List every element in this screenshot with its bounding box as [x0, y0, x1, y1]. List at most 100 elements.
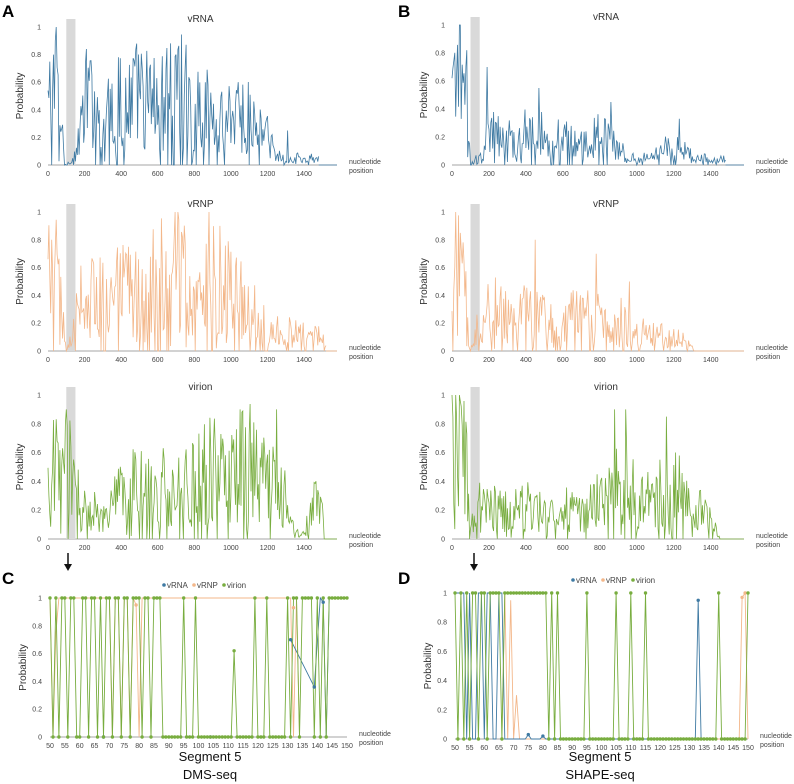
data-point-virion: [614, 591, 618, 595]
chart-a-vrnp: 0 0.2 0.4 0.6 0.8 1 0 200 400 600 800 1000 1200 1400 P…: [15, 199, 381, 364]
x-tick-label: 130: [684, 745, 696, 752]
data-point-virion: [470, 591, 475, 595]
y-tick-label: 0: [441, 163, 445, 170]
data-point-virion: [725, 737, 730, 741]
chart-title: virion: [594, 382, 618, 393]
x-tick-label: 55: [466, 745, 474, 752]
data-point-virion: [128, 735, 132, 739]
y-tick-label: 0.6: [435, 79, 445, 86]
y-tick-label: 0.4: [435, 293, 445, 300]
data-point-virion: [511, 591, 516, 595]
data-point-virion: [190, 735, 195, 739]
data-point-virion: [119, 735, 124, 739]
data-point-virion: [552, 737, 557, 741]
data-point-virion: [462, 737, 466, 741]
arrow-down-icon: [470, 553, 478, 571]
x-tick-label: 1200: [260, 171, 276, 178]
data-point-virion: [509, 591, 513, 595]
data-point-virion: [187, 735, 192, 739]
data-point-virion: [661, 737, 665, 741]
y-tick-label: 0.6: [435, 450, 445, 457]
y-tick-label: 0: [37, 537, 41, 544]
data-point-virion: [605, 737, 610, 741]
data-point-virion: [262, 735, 266, 739]
data-point-virion: [134, 596, 138, 600]
data-point-virion: [719, 737, 724, 741]
chart-a-virion: 0 0.2 0.4 0.6 0.8 1 0 200 400 600 800 1000 1200 1400 P…: [15, 382, 381, 552]
x-axis-label: position: [760, 742, 784, 749]
data-point-virion: [83, 596, 88, 600]
x-tick-label: 400: [115, 357, 127, 364]
data-point-virion: [170, 735, 174, 739]
x-axis-label: nucleotide: [349, 345, 381, 352]
chart-a-vrna: 0 0.2 0.4 0.6 0.8 1 0 200 400 600 800 1000 1200 1400 P…: [15, 14, 381, 178]
chart-b-vrna: 0 0.2 0.4 0.6 0.8 1 0 200 400 600 800 1000 1200 1400 P…: [419, 12, 788, 178]
data-point-virion: [673, 737, 677, 741]
x-tick-label: 1000: [223, 171, 239, 178]
data-point-virion: [327, 596, 331, 600]
data-point-virion: [643, 591, 648, 595]
data-point-virion: [277, 735, 281, 739]
highlight-region: [470, 387, 480, 539]
x-tick-label: 1200: [666, 171, 682, 178]
caption-c-method: DMS-seq: [183, 767, 237, 782]
y-tick-label: 0.4: [32, 679, 42, 686]
x-tick-label: 600: [557, 545, 569, 552]
data-point-virion: [179, 735, 183, 739]
data-point-virion: [596, 737, 601, 741]
data-point-virion: [48, 596, 52, 600]
x-tick-label: 600: [152, 545, 164, 552]
y-tick-label: 0.4: [31, 107, 41, 114]
data-point-virion: [646, 737, 651, 741]
legend-label-vrna: vRNA: [167, 581, 189, 590]
x-tick-label: 105: [208, 743, 220, 750]
data-point-virion: [473, 591, 478, 595]
data-point-virion: [116, 596, 121, 600]
legend-marker-vrnp: [601, 578, 605, 582]
data-point-virion: [297, 735, 302, 739]
data-point-virion: [488, 591, 492, 595]
x-axis-label: nucleotide: [756, 345, 788, 352]
data-point-virion: [146, 596, 150, 600]
data-point-virion: [567, 737, 571, 741]
data-point-virion: [658, 737, 662, 741]
series-line-vrnp: [451, 211, 696, 353]
data-point-virion: [547, 737, 551, 741]
data-point-virion: [728, 737, 733, 741]
data-point-virion: [579, 737, 583, 741]
data-point-virion: [541, 591, 545, 595]
x-tick-label: 90: [568, 745, 576, 752]
data-point-virion: [202, 735, 207, 739]
data-point-virion: [737, 737, 741, 741]
y-tick-label: 0.8: [31, 52, 41, 59]
x-tick-label: 70: [106, 743, 114, 750]
chart-title: vRNA: [593, 12, 619, 23]
series-line-vrna: [455, 592, 702, 740]
x-tick-label: 200: [79, 545, 91, 552]
data-point-virion: [247, 735, 251, 739]
x-axis-label: nucleotide: [349, 533, 381, 540]
x-tick-label: 800: [188, 171, 200, 178]
x-axis-label: nucleotide: [760, 733, 792, 740]
data-point-virion: [523, 591, 527, 595]
data-point-virion: [229, 735, 233, 739]
data-point-virion: [306, 596, 311, 600]
x-axis-label: position: [349, 168, 373, 175]
data-point-virion: [107, 596, 112, 600]
x-tick-label: 800: [188, 357, 200, 364]
data-point-virion: [717, 591, 721, 595]
data-point-vrnp: [291, 606, 296, 610]
y-tick-label: 0.4: [435, 107, 445, 114]
data-point-virion: [465, 591, 469, 595]
x-tick-label: 1200: [260, 357, 276, 364]
x-tick-label: 1200: [666, 545, 682, 552]
chart-title: vRNA: [187, 14, 213, 25]
data-point-virion: [161, 735, 165, 739]
highlight-region: [66, 204, 76, 351]
data-point-virion: [529, 591, 533, 595]
data-point-vrna: [312, 685, 316, 689]
data-point-virion: [137, 596, 141, 600]
y-tick-label: 0: [441, 537, 445, 544]
data-point-virion: [479, 591, 484, 595]
x-tick-label: 1400: [703, 357, 719, 364]
